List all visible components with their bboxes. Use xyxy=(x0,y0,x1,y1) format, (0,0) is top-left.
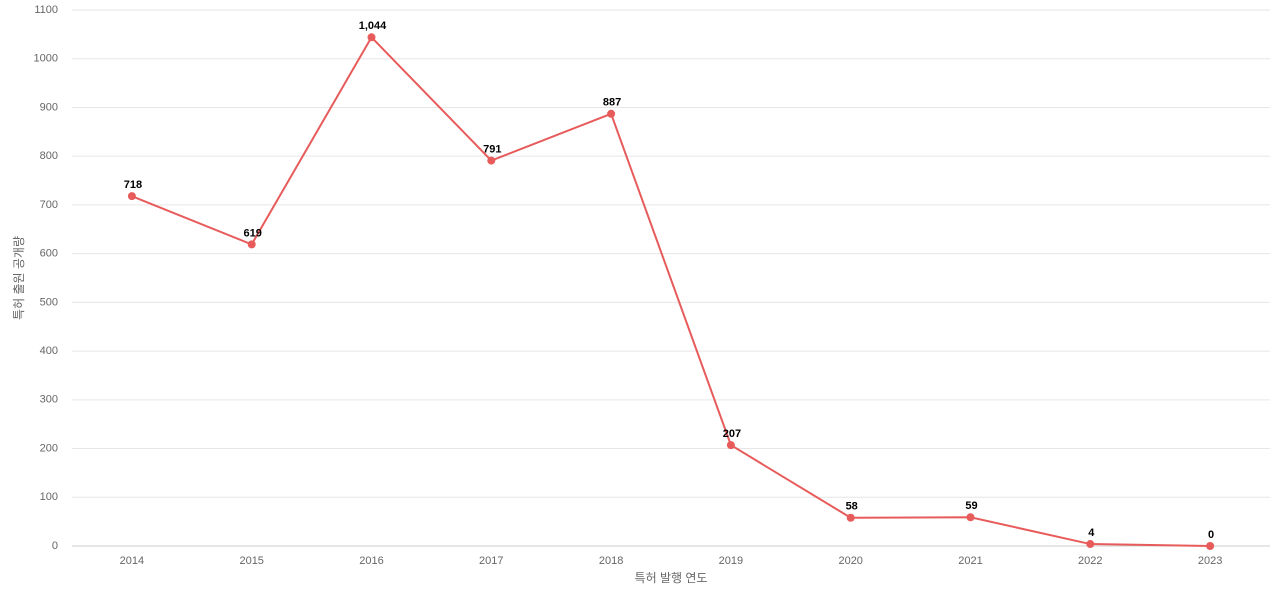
point xyxy=(487,156,496,165)
data-label: 4 xyxy=(1088,527,1095,539)
y-tick-label: 700 xyxy=(40,199,58,211)
y-tick-label: 500 xyxy=(40,296,58,308)
y-tick-label: 1000 xyxy=(34,53,58,65)
y-tick-label: 300 xyxy=(40,394,58,406)
x-tick-label: 2022 xyxy=(1078,555,1102,567)
x-tick-label: 2020 xyxy=(838,555,862,567)
data-label: 59 xyxy=(965,500,977,512)
point xyxy=(247,240,256,249)
y-tick-label: 900 xyxy=(40,101,58,113)
y-axis-title: 특허 출원 공개량 xyxy=(12,236,26,320)
data-label: 58 xyxy=(846,501,858,513)
data-label: 791 xyxy=(483,143,501,155)
x-tick-label: 2017 xyxy=(479,555,503,567)
point xyxy=(726,441,735,450)
point xyxy=(367,33,376,42)
data-label: 718 xyxy=(124,179,142,191)
point xyxy=(1206,542,1215,550)
x-tick-label: 2023 xyxy=(1198,555,1222,567)
data-label: 0 xyxy=(1208,529,1214,541)
point xyxy=(127,192,136,201)
y-tick-label: 400 xyxy=(40,345,58,357)
x-tick-label: 2021 xyxy=(958,555,982,567)
y-tick-label: 100 xyxy=(40,491,58,503)
data-label: 887 xyxy=(603,97,621,109)
x-tick-label: 2019 xyxy=(719,555,743,567)
line xyxy=(131,35,1211,547)
point xyxy=(966,513,975,522)
y-tick-label: 800 xyxy=(40,150,58,162)
point xyxy=(1086,540,1095,549)
x-tick-label: 2015 xyxy=(239,555,263,567)
point xyxy=(846,513,855,522)
y-tick-label: 600 xyxy=(40,248,58,260)
x-tick-label: 2014 xyxy=(120,555,144,567)
data-label: 619 xyxy=(244,227,262,239)
data-label: 207 xyxy=(723,428,741,440)
x-tick-label: 2016 xyxy=(359,555,383,567)
y-tick-label: 0 xyxy=(52,540,58,552)
point xyxy=(607,109,616,118)
data-label: 1,044 xyxy=(359,20,387,32)
x-tick-label: 2018 xyxy=(599,555,623,567)
y-tick-label: 200 xyxy=(40,442,58,454)
y-tick-label: 1100 xyxy=(34,4,58,16)
x-axis-title: 특허 발행 연도 xyxy=(635,570,708,585)
